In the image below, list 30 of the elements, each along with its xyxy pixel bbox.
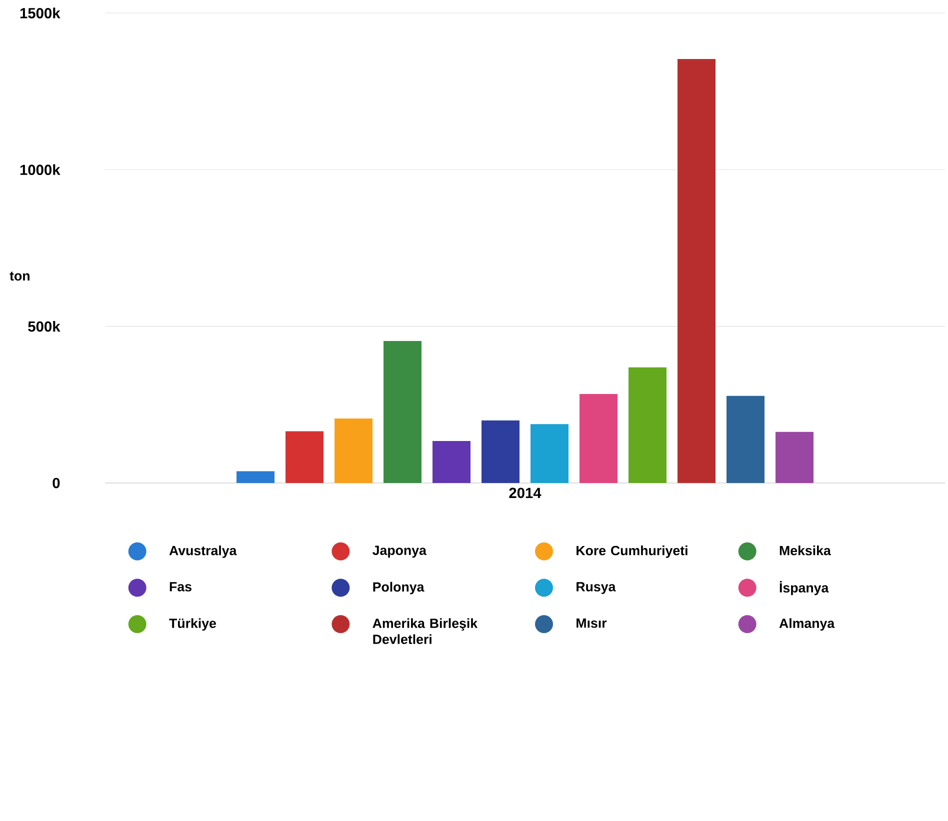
legend-label: Kore Cumhuriyeti	[576, 546, 688, 558]
legend-label: Avustralya	[169, 546, 237, 558]
legend-label: Mısır	[576, 618, 607, 628]
legend-label: Japonya	[372, 546, 427, 558]
y-tick-label: 500k	[28, 320, 60, 332]
bar	[286, 431, 324, 483]
y-axis-title: ton	[10, 272, 30, 281]
y-tick-label: 0	[52, 478, 60, 488]
bar	[432, 441, 471, 483]
bar	[580, 394, 618, 483]
bar	[482, 420, 520, 483]
bar	[530, 424, 569, 483]
legend-label: Polonya	[373, 582, 424, 594]
bar	[236, 471, 275, 483]
bar	[776, 432, 814, 483]
legend-label: Meksika	[780, 546, 831, 556]
legend-label: Türkiye	[169, 618, 216, 631]
y-tick-label: 1500k	[20, 8, 60, 18]
legend-label: İspanya	[780, 581, 829, 596]
bar	[384, 341, 422, 483]
bar	[628, 367, 667, 483]
bar	[678, 59, 716, 483]
bar	[726, 396, 765, 483]
legend-label: Amerika Birleşik Devletleri	[372, 618, 478, 644]
legend-label: Rusya	[576, 582, 616, 594]
legend-label: Almanya	[779, 618, 835, 631]
bar	[334, 418, 373, 483]
x-tick-label: 2014	[509, 488, 542, 498]
y-tick-label: 1000k	[20, 164, 60, 176]
legend-label: Fas	[170, 582, 192, 592]
